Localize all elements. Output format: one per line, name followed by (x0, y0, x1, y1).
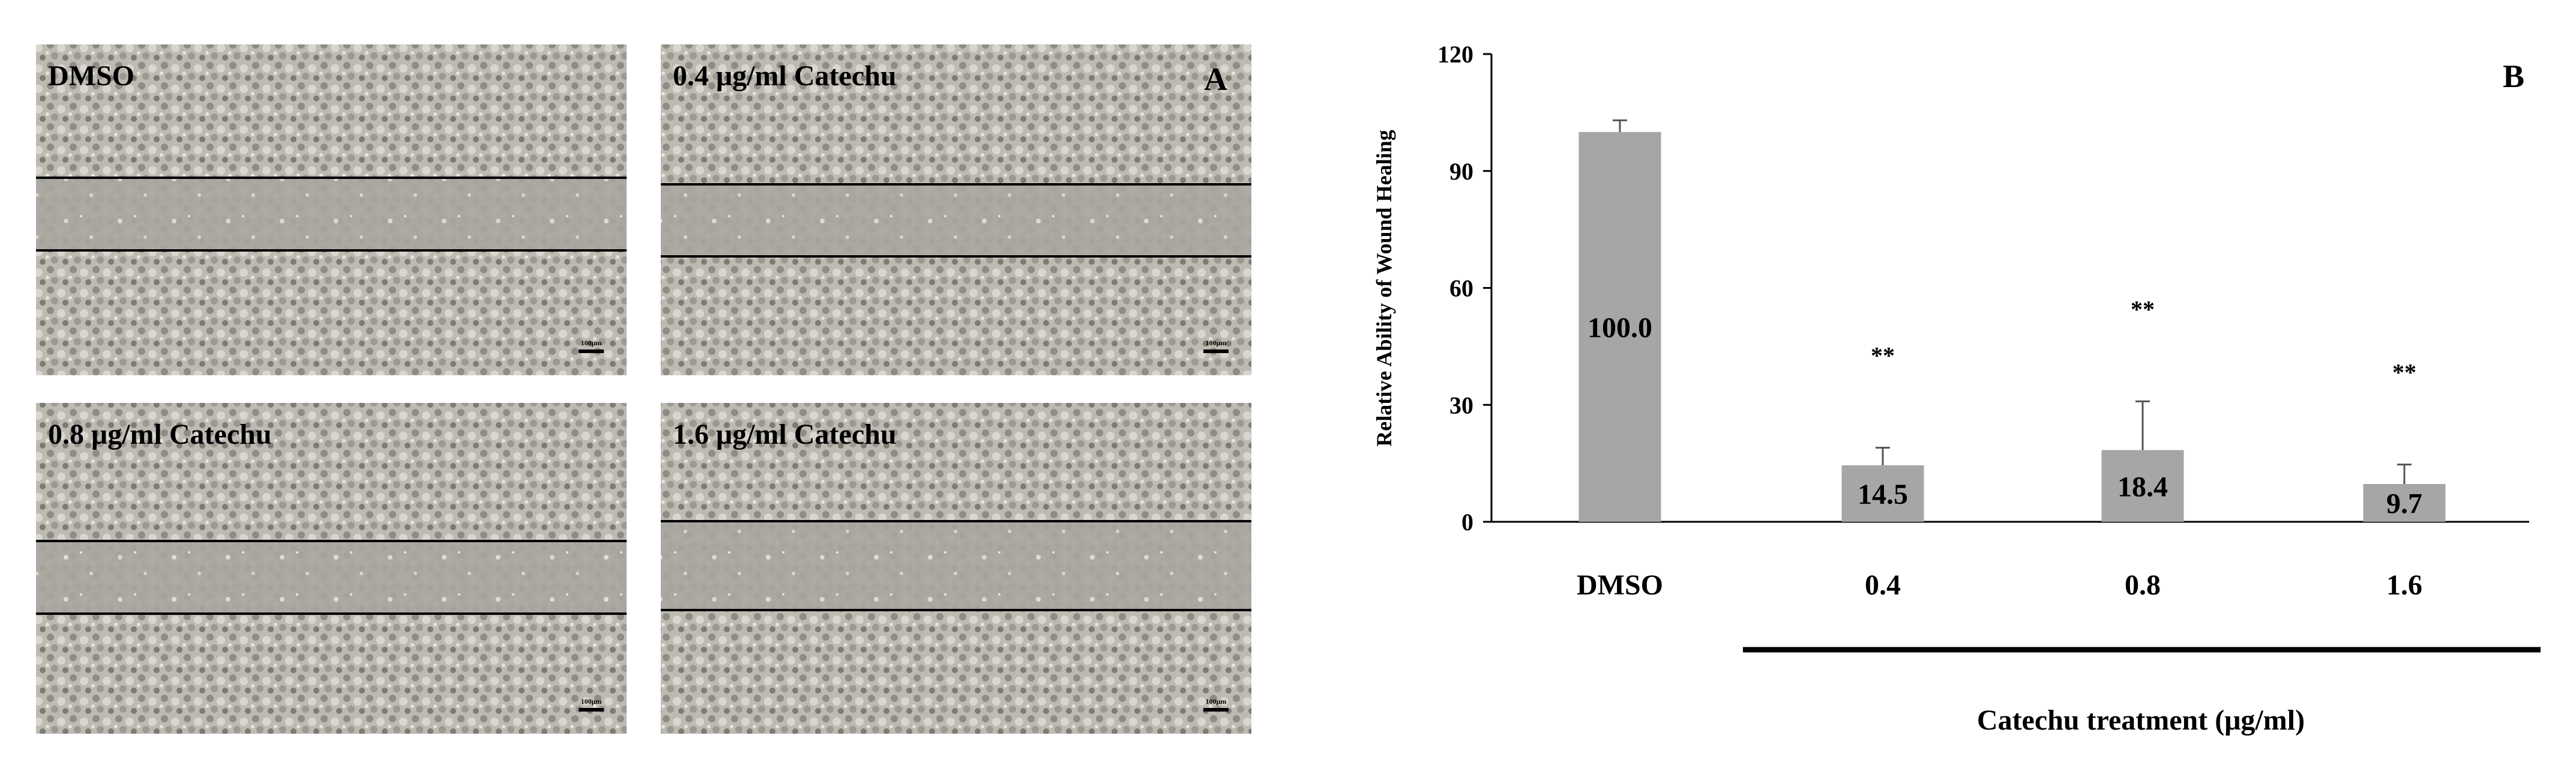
x-tick-label: 1.6 (2386, 569, 2422, 601)
wound-area (661, 184, 1251, 256)
scale-bar-label: 100μm (1206, 697, 1227, 706)
image-label: 1.6 μg/ml Catechu (673, 419, 897, 450)
bar (2101, 450, 2184, 522)
value-label: 100.0 (1587, 312, 1652, 343)
significance-mark: ** (1871, 342, 1895, 369)
value-label: 14.5 (1858, 479, 1908, 510)
value-label: 9.7 (2386, 488, 2422, 520)
y-tick-label: 0 (1461, 509, 1473, 536)
wound-area (661, 521, 1251, 610)
significance-mark: ** (2392, 359, 2416, 386)
x-axis-label: Catechu treatment (μg/ml) (1977, 704, 2305, 736)
bar (2363, 484, 2446, 522)
image-label: 0.4 μg/ml Catechu (673, 60, 897, 92)
significance-mark: ** (2131, 295, 2155, 322)
x-tick-label: DMSO (1577, 569, 1663, 601)
wound-area (36, 178, 627, 250)
panel-label: B (2503, 58, 2524, 94)
image-label: DMSO (48, 60, 134, 92)
value-label: 18.4 (2117, 471, 2168, 503)
x-tick-label: 0.8 (2125, 569, 2161, 601)
panel-label: A (1204, 61, 1227, 97)
y-axis-label: Relative Ability of Wound Healing (1372, 130, 1396, 446)
y-tick-label: 90 (1449, 158, 1473, 185)
y-tick-label: 30 (1449, 392, 1473, 419)
wound-area (36, 541, 627, 614)
y-tick-label: 60 (1449, 275, 1473, 302)
y-tick-label: 120 (1437, 41, 1473, 68)
scale-bar-label: 100μm (1206, 339, 1227, 347)
image-label: 0.8 μg/ml Catechu (48, 419, 272, 450)
bar (1841, 465, 1924, 522)
scale-bar-label: 100μm (581, 339, 602, 347)
bar (1578, 132, 1661, 522)
x-tick-label: 0.4 (1865, 569, 1901, 601)
scale-bar-label: 100μm (581, 697, 602, 706)
